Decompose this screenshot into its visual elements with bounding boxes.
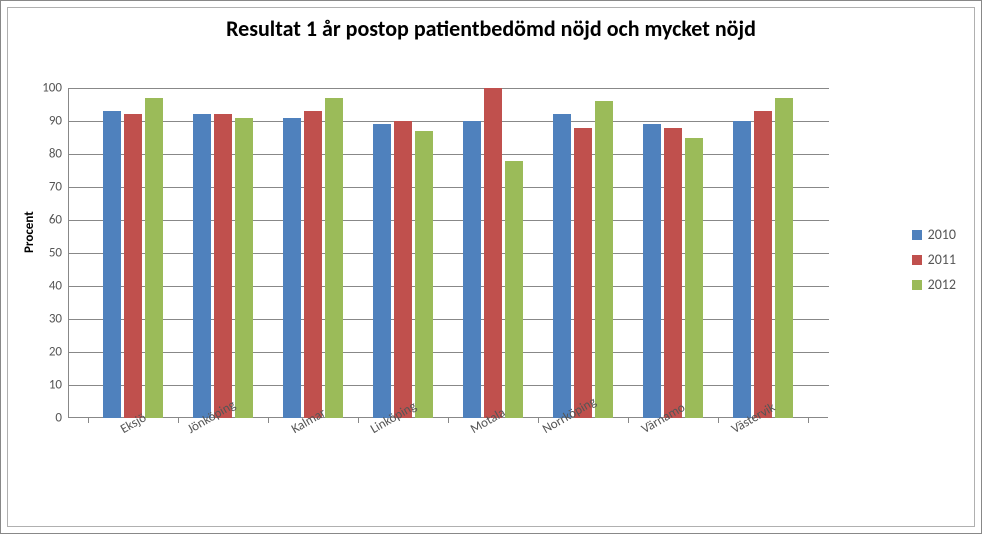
legend: 2010 2011 2012 [912, 218, 956, 301]
bar [235, 118, 253, 418]
bar [394, 121, 412, 418]
legend-swatch [912, 255, 922, 265]
chart-outer-frame: Resultat 1 år postop patientbedömd nöjd … [0, 0, 982, 534]
bar [415, 131, 433, 418]
legend-item: 2011 [912, 251, 956, 268]
x-tick-mark [358, 418, 359, 423]
bar [325, 98, 343, 418]
legend-swatch [912, 230, 922, 240]
bar [283, 118, 301, 418]
bar [775, 98, 793, 418]
x-tick-mark [88, 418, 89, 423]
y-tick-label: 60 [22, 213, 62, 228]
bar [103, 111, 121, 418]
bars-layer [68, 88, 828, 418]
x-tick-mark [628, 418, 629, 423]
bar [595, 101, 613, 418]
chart-title: Resultat 1 år postop patientbedömd nöjd … [8, 8, 974, 46]
bar [685, 138, 703, 419]
bar [124, 114, 142, 418]
chart-inner-frame: Resultat 1 år postop patientbedömd nöjd … [7, 7, 975, 527]
bar [574, 128, 592, 418]
bar [643, 124, 661, 418]
y-tick-label: 30 [22, 312, 62, 327]
y-tick-label: 70 [22, 180, 62, 195]
y-tick-label: 100 [22, 81, 62, 96]
bar [754, 111, 772, 418]
x-tick-mark [268, 418, 269, 423]
bar [484, 88, 502, 418]
bar [145, 98, 163, 418]
y-tick-label: 40 [22, 279, 62, 294]
legend-label: 2012 [928, 276, 956, 293]
y-tick-label: 10 [22, 378, 62, 393]
y-tick-label: 0 [22, 411, 62, 426]
bar [373, 124, 391, 418]
x-tick-mark [178, 418, 179, 423]
bar [214, 114, 232, 418]
legend-label: 2011 [928, 251, 956, 268]
legend-item: 2010 [912, 226, 956, 243]
x-tick-mark [718, 418, 719, 423]
x-tick-mark [808, 418, 809, 423]
bar [193, 114, 211, 418]
legend-swatch [912, 280, 922, 290]
x-tick-mark [448, 418, 449, 423]
bar [304, 111, 322, 418]
bar [505, 161, 523, 418]
y-tick-label: 50 [22, 246, 62, 261]
legend-label: 2010 [928, 226, 956, 243]
bar [733, 121, 751, 418]
bar [553, 114, 571, 418]
legend-item: 2012 [912, 276, 956, 293]
bar [664, 128, 682, 418]
plot-wrap: 0102030405060708090100EksjöJönköpingKalm… [68, 88, 828, 418]
bar [463, 121, 481, 418]
y-tick-label: 80 [22, 147, 62, 162]
y-tick-label: 20 [22, 345, 62, 360]
x-tick-mark [538, 418, 539, 423]
y-tick-label: 90 [22, 114, 62, 129]
